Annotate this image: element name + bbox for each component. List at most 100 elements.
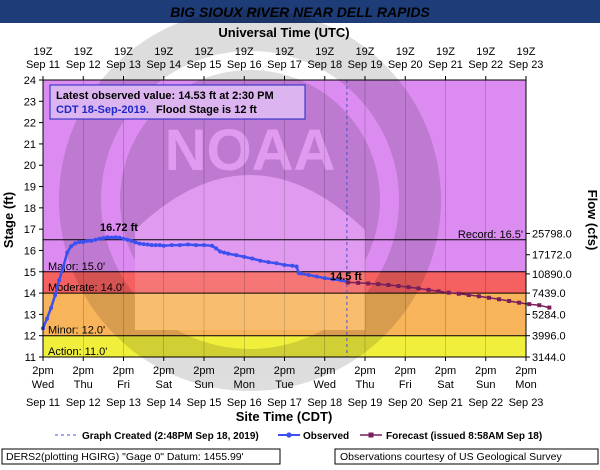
y-tick-label: 12 — [24, 331, 36, 343]
info-line-2: CDT 18-Sep-2019. Flood Stage is 12 ft — [56, 104, 257, 116]
tick-labels: 11 12 13 14 15 16 17 18 19 20 21 22 23 24 25798.0 17172… — [24, 46, 572, 409]
bottom-tick-date: Sep 13 — [106, 397, 141, 409]
top-tick-time: 19Z — [517, 46, 536, 58]
y-tick-label: 16 — [24, 245, 36, 257]
observed-point — [266, 260, 271, 265]
observed-point — [141, 242, 146, 247]
threshold-label-action: Action: 11.0' — [48, 346, 107, 358]
observed-point — [202, 243, 206, 248]
observed-point — [89, 238, 94, 243]
bottom-tick-date: Sep 20 — [388, 397, 423, 409]
observed-point — [282, 262, 287, 267]
observed-point — [69, 244, 74, 249]
top-tick-time: 19Z — [315, 46, 334, 58]
observed-point — [77, 239, 82, 244]
bottom-tick-day: Wed — [314, 379, 336, 391]
forecast-point — [376, 282, 381, 287]
y-tick-label: 20 — [24, 160, 36, 172]
bottom-tick-date: Sep 22 — [468, 397, 503, 409]
observed-point — [125, 237, 130, 242]
threshold-label-moderate: Moderate: 14.0' — [48, 282, 124, 294]
top-tick-time: 19Z — [396, 46, 415, 58]
forecast-point — [346, 280, 351, 285]
y2-tick-label: 17172.0 — [532, 250, 572, 262]
y-tick-label: 17 — [24, 224, 36, 236]
y-tick-label: 21 — [24, 139, 36, 151]
forecast-point — [507, 298, 512, 303]
observed-point — [109, 235, 114, 240]
observed-point — [242, 254, 247, 259]
observed-point — [210, 243, 215, 248]
y-tick-label: 24 — [24, 75, 36, 87]
observed-point — [97, 236, 102, 241]
observed-point — [121, 236, 126, 241]
observed-point — [61, 265, 66, 270]
observed-point — [177, 243, 182, 248]
bottom-tick-time: 2pm — [314, 365, 335, 377]
observed-point — [314, 274, 319, 279]
footer-datum: DERS2(plotting HGIRG) "Gage 0" Datum: 14… — [6, 451, 244, 463]
top-tick-date: Sep 22 — [468, 59, 503, 71]
noaa-watermark: NOAA — [59, 9, 441, 391]
top-tick-time: 19Z — [476, 46, 495, 58]
observed-point — [153, 243, 158, 248]
top-tick-date: Sep 20 — [388, 59, 423, 71]
forecast-point — [497, 297, 502, 302]
observed-point — [322, 276, 327, 281]
threshold-label-minor: Minor: 12.0' — [48, 325, 105, 337]
bottom-tick-day: Thu — [356, 379, 375, 391]
bottom-tick-day: Tue — [275, 379, 294, 391]
observed-point — [274, 261, 279, 266]
top-tick-time: 19Z — [154, 46, 173, 58]
y2-tick-label: 25798.0 — [532, 228, 572, 240]
observed-point — [157, 243, 162, 248]
bottom-tick-time: 2pm — [32, 365, 53, 377]
band-moderate — [43, 271, 526, 294]
observed-point — [193, 243, 198, 248]
bottom-tick-time: 2pm — [515, 365, 536, 377]
forecast-start-label: 14.5 ft — [330, 271, 362, 283]
band-minor — [43, 293, 526, 336]
legend-forecast-marker — [368, 432, 374, 438]
observed-point — [133, 240, 138, 245]
y2-tick-label: 10890.0 — [532, 269, 572, 281]
info-flood-stage: Flood Stage is 12 ft — [156, 104, 257, 116]
footer-credit: Observations courtesy of US Geological S… — [340, 451, 563, 463]
top-tick-date: Sep 18 — [307, 59, 342, 71]
bottom-tick-time: 2pm — [274, 365, 295, 377]
top-tick-date: Sep 12 — [66, 59, 101, 71]
forecast-point — [436, 289, 441, 294]
top-tick-time: 19Z — [195, 46, 214, 58]
legend-observed: Observed — [303, 431, 349, 442]
forecast-point — [476, 294, 481, 299]
observed-point — [330, 277, 335, 282]
observed-point — [57, 278, 62, 283]
bottom-tick-date: Sep 18 — [307, 397, 342, 409]
y-axis-label: Stage (ft) — [1, 192, 16, 248]
forecast-point — [466, 292, 471, 297]
observed-point — [226, 251, 231, 256]
bottom-tick-time: 2pm — [73, 365, 94, 377]
top-tick-date: Sep 21 — [428, 59, 463, 71]
top-tick-time: 19Z — [356, 46, 375, 58]
y-tick-label: 18 — [24, 203, 36, 215]
observed-point — [250, 256, 255, 261]
observed-point — [65, 250, 70, 255]
observed-point — [338, 278, 343, 283]
bottom-tick-day: Sun — [476, 379, 496, 391]
bottom-tick-time: 2pm — [475, 365, 496, 377]
observed-point — [105, 235, 110, 240]
top-tick-date: Sep 23 — [509, 59, 544, 71]
observed-point — [169, 243, 174, 248]
forecast-point — [396, 284, 401, 289]
top-tick-time: 19Z — [34, 46, 53, 58]
forecast-point — [486, 295, 491, 300]
forecast-point — [547, 305, 552, 310]
top-tick-time: 19Z — [74, 46, 93, 58]
y-tick-label: 22 — [24, 118, 36, 130]
observed-point — [306, 272, 311, 277]
observed-point — [294, 264, 299, 269]
forecast-point — [406, 285, 411, 290]
threshold-label-major: Major: 15.0' — [48, 261, 105, 273]
